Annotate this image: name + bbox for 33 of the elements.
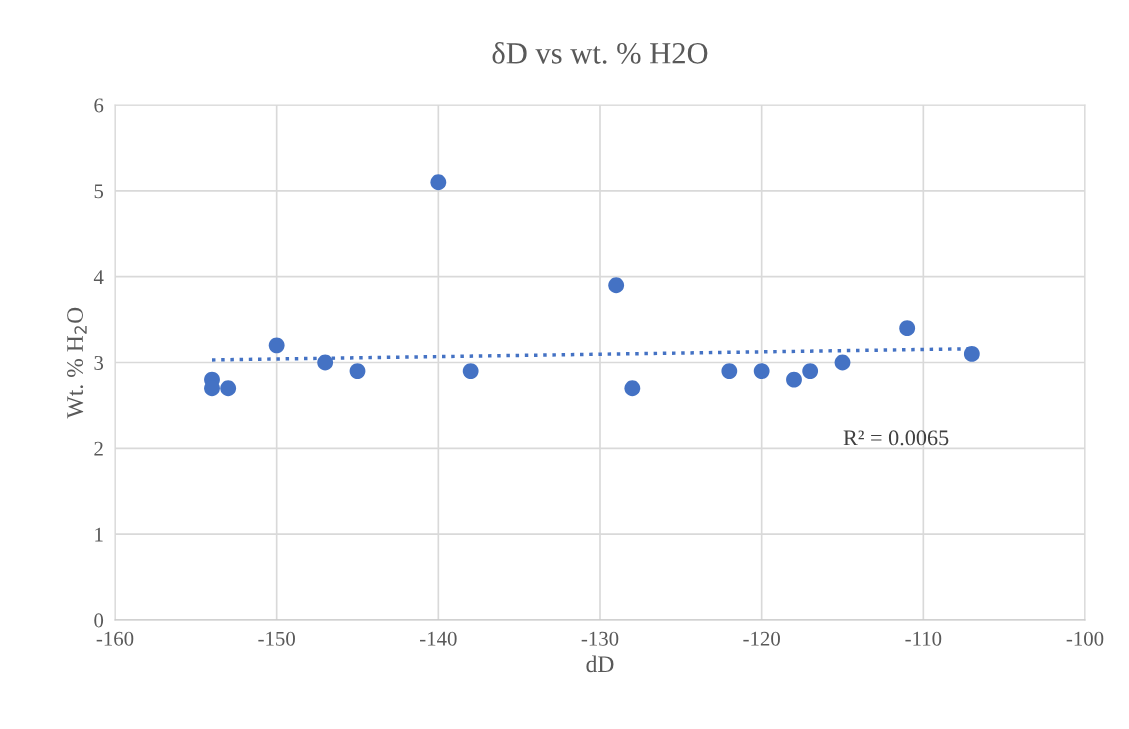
- y-tick-label: 4: [93, 270, 104, 284]
- x-tick-label: -150: [258, 631, 295, 646]
- y-tick-label: 2: [94, 441, 103, 456]
- point: [268, 337, 285, 354]
- chart-title: δD vs wt. % H2O: [492, 41, 708, 64]
- y-tick-label: 1: [95, 527, 103, 542]
- y-tick-label: 6: [94, 98, 104, 113]
- point: [899, 320, 916, 337]
- x-tick-label: -130: [581, 631, 619, 646]
- point: [834, 354, 851, 371]
- point: [786, 371, 802, 388]
- point: [317, 354, 334, 371]
- annotation: R² = 0.0065: [843, 430, 949, 446]
- y-tick-label: 3: [94, 355, 104, 370]
- point: [462, 363, 479, 379]
- x-axis-title: dD: [586, 655, 614, 673]
- point: [721, 363, 738, 379]
- point: [624, 380, 641, 397]
- point: [349, 363, 366, 379]
- point: [963, 346, 980, 362]
- x-tick-label: -100: [1066, 631, 1104, 646]
- point: [753, 363, 770, 379]
- point: [430, 174, 447, 191]
- point: [608, 277, 625, 294]
- point: [220, 380, 237, 397]
- x-tick-label: -160: [96, 631, 134, 646]
- x-tick-label: -120: [743, 631, 780, 646]
- x-tick-label: -140: [420, 631, 457, 646]
- point: [802, 363, 819, 379]
- y-axis-title: Wt. % H$_{2}$O: [67, 307, 87, 419]
- y-tick-label: 0: [94, 613, 104, 628]
- x-tick-label: -110: [905, 631, 942, 646]
- y-tick-label: 5: [94, 184, 104, 199]
